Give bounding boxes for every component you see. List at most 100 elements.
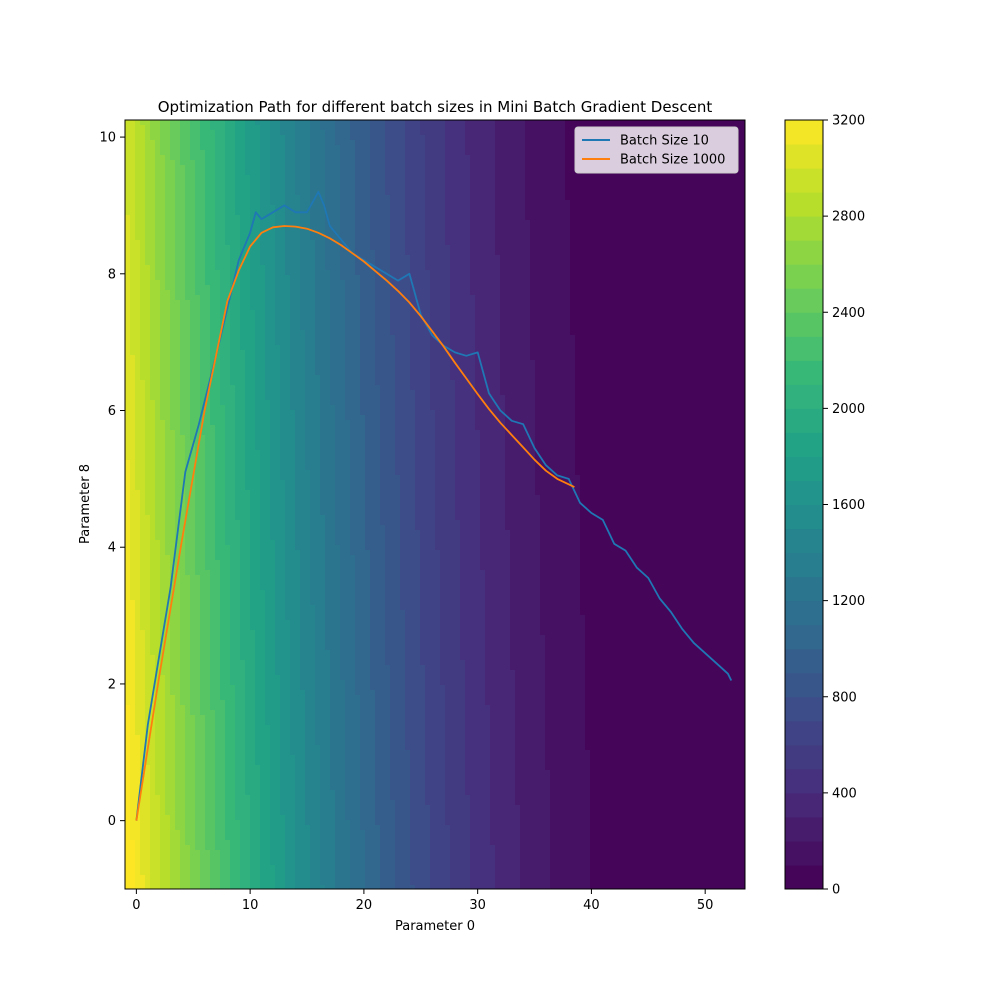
contour-cell bbox=[500, 265, 506, 271]
contour-cell bbox=[500, 280, 506, 286]
contour-cell bbox=[155, 220, 161, 226]
contour-cell bbox=[580, 235, 586, 241]
contour-cell bbox=[340, 190, 346, 196]
contour-cell bbox=[280, 245, 286, 251]
contour-cell bbox=[445, 225, 451, 231]
contour-cell bbox=[275, 195, 281, 201]
contour-cell bbox=[590, 185, 596, 191]
contour-cell bbox=[315, 265, 321, 271]
contour-cell bbox=[310, 185, 316, 191]
contour-cell bbox=[430, 250, 436, 256]
contour-cell bbox=[605, 180, 611, 186]
contour-cell bbox=[525, 240, 531, 246]
contour-cell bbox=[150, 205, 156, 211]
contour-cell bbox=[225, 155, 231, 161]
contour-cell bbox=[150, 285, 156, 291]
contour-cell bbox=[335, 130, 341, 136]
contour-cell bbox=[285, 235, 291, 241]
contour-cell bbox=[710, 200, 716, 206]
contour-cell bbox=[650, 195, 656, 201]
contour-cell bbox=[455, 220, 461, 226]
contour-cell bbox=[410, 135, 416, 141]
contour-cell bbox=[635, 205, 641, 211]
contour-cell bbox=[550, 150, 556, 156]
contour-cell bbox=[570, 280, 576, 286]
contour-cell bbox=[430, 165, 436, 171]
contour-cell bbox=[490, 290, 496, 296]
contour-cell bbox=[240, 225, 246, 231]
contour-cell bbox=[405, 285, 411, 291]
contour-cell bbox=[165, 285, 171, 291]
contour-cell bbox=[285, 190, 291, 196]
contour-cell bbox=[415, 230, 421, 236]
contour-cell bbox=[625, 315, 631, 321]
contour-cell bbox=[490, 130, 496, 136]
contour-cell bbox=[280, 230, 286, 236]
contour-cell bbox=[365, 250, 371, 256]
contour-cell bbox=[400, 290, 406, 296]
contour-cell bbox=[715, 250, 721, 256]
contour-cell bbox=[355, 295, 361, 301]
contour-cell bbox=[305, 225, 311, 231]
contour-cell bbox=[695, 305, 701, 311]
contour-cell bbox=[645, 255, 651, 261]
contour-cell bbox=[470, 260, 476, 266]
contour-cell bbox=[285, 255, 291, 261]
contour-cell bbox=[315, 160, 321, 166]
contour-cell bbox=[260, 130, 266, 136]
contour-cell bbox=[515, 165, 521, 171]
contour-cell bbox=[580, 245, 586, 251]
contour-cell bbox=[410, 210, 416, 216]
contour-cell bbox=[400, 210, 406, 216]
contour-cell bbox=[315, 220, 321, 226]
contour-cell bbox=[440, 265, 446, 271]
contour-cell bbox=[225, 195, 231, 201]
contour-cell bbox=[330, 265, 336, 271]
contour-cell bbox=[450, 300, 456, 306]
contour-cell bbox=[320, 285, 326, 291]
contour-cell bbox=[720, 210, 726, 216]
contour-cell bbox=[645, 300, 651, 306]
contour-cell bbox=[350, 260, 356, 266]
contour-cell bbox=[450, 215, 456, 221]
contour-cell bbox=[340, 220, 346, 226]
contour-cell bbox=[530, 160, 536, 166]
contour-cell bbox=[290, 185, 296, 191]
contour-cell bbox=[705, 265, 711, 271]
contour-cell bbox=[510, 235, 516, 241]
contour-cell bbox=[620, 260, 626, 266]
contour-cell bbox=[215, 230, 221, 236]
contour-cell bbox=[425, 170, 431, 176]
contour-cell bbox=[610, 255, 616, 261]
contour-cell bbox=[145, 275, 151, 281]
contour-cell bbox=[470, 145, 476, 151]
contour-cell bbox=[655, 295, 661, 301]
contour-cell bbox=[455, 125, 461, 131]
contour-cell bbox=[690, 180, 696, 186]
contour-cell bbox=[685, 195, 691, 201]
contour-cell bbox=[655, 275, 661, 281]
contour-cell bbox=[600, 210, 606, 216]
contour-cell bbox=[140, 190, 146, 196]
contour-cell bbox=[570, 155, 576, 161]
contour-cell bbox=[705, 225, 711, 231]
contour-cell bbox=[700, 225, 706, 231]
contour-cell bbox=[170, 185, 176, 191]
contour-cell bbox=[415, 185, 421, 191]
contour-cell bbox=[260, 150, 266, 156]
contour-cell bbox=[570, 130, 576, 136]
contour-cell bbox=[400, 150, 406, 156]
contour-cell bbox=[190, 180, 196, 186]
contour-cell bbox=[135, 220, 141, 226]
contour-cell bbox=[205, 155, 211, 161]
contour-cell bbox=[200, 250, 206, 256]
contour-cell bbox=[125, 125, 131, 131]
contour-cell bbox=[410, 165, 416, 171]
contour-cell bbox=[445, 175, 451, 181]
contour-cell bbox=[255, 175, 261, 181]
contour-cell bbox=[350, 220, 356, 226]
contour-cell bbox=[505, 225, 511, 231]
contour-cell bbox=[470, 180, 476, 186]
contour-cell bbox=[220, 205, 226, 211]
contour-cell bbox=[570, 205, 576, 211]
